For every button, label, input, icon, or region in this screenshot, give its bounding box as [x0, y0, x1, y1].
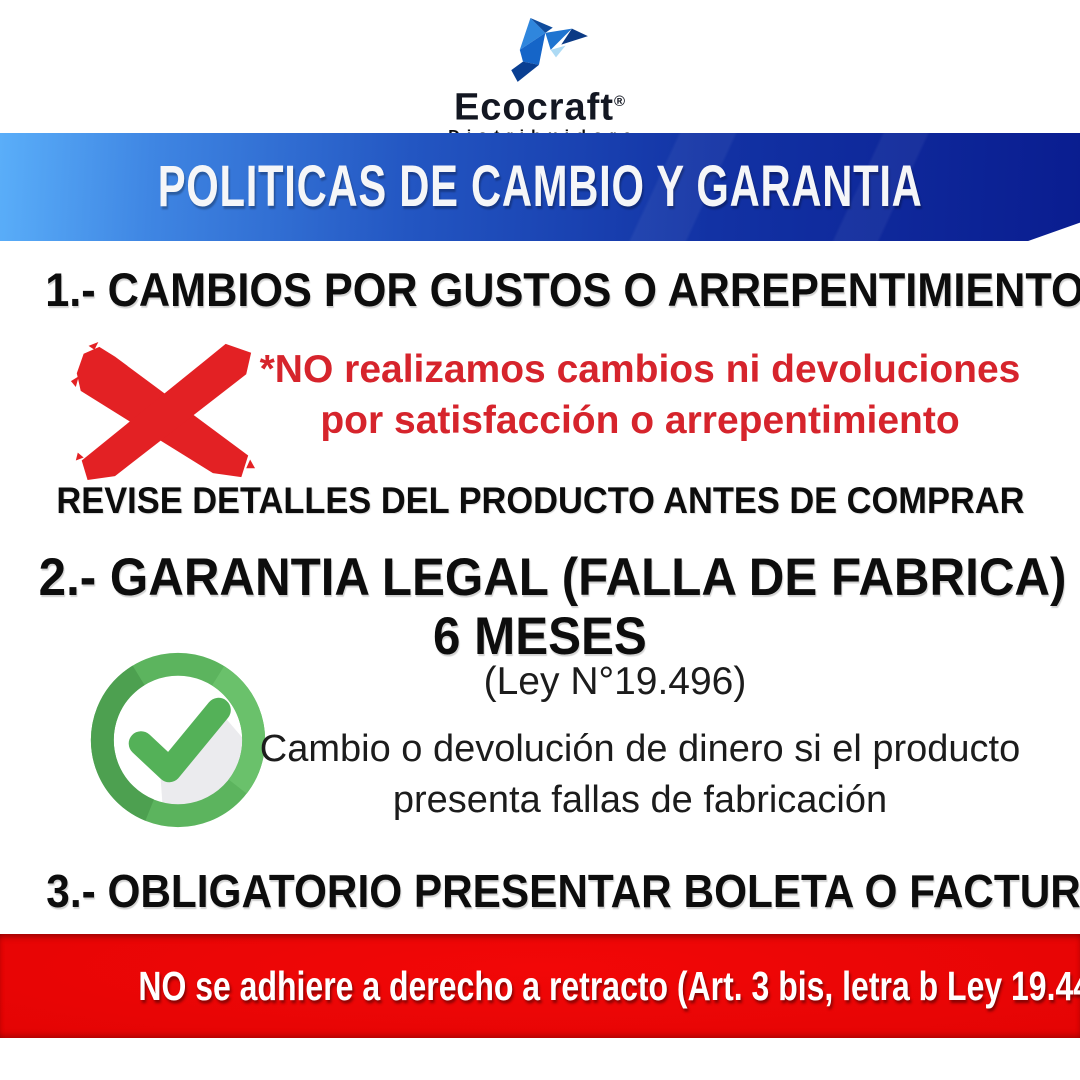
law-reference: (Ley N°19.496)	[483, 660, 747, 703]
no-returns-warning: *NO realizamos cambios ni devoluciones p…	[235, 344, 1045, 446]
section1-heading: 1.- CAMBIOS POR GUSTOS O ARREPENTIMIENTO	[45, 263, 1080, 316]
poster-title: POLITICAS DE CAMBIO Y GARANTIA	[157, 154, 923, 219]
green-check-circle-icon	[90, 652, 266, 828]
warning-line-1: *NO realizamos cambios ni devoluciones	[259, 348, 1021, 391]
red-brush-cross-icon	[70, 341, 256, 481]
warranty-line-1: Cambio o devolución de dinero si el prod…	[259, 728, 1021, 770]
footer-text: NO se adhiere a derecho a retracto (Art.…	[138, 963, 1080, 1009]
brand-name: Ecocraft®	[453, 84, 627, 129]
registered-mark: ®	[614, 93, 627, 110]
section3-heading: 3.- OBLIGATORIO PRESENTAR BOLETA O FACTU…	[46, 865, 1080, 917]
review-note: REVISE DETALLES DEL PRODUCTO ANTES DE CO…	[55, 480, 1025, 521]
title-banner: POLITICAS DE CAMBIO Y GARANTIA	[0, 133, 1080, 241]
section2-heading-line2: 6 MESES	[433, 607, 647, 666]
section2-heading-line1: 2.- GARANTIA LEGAL (FALLA DE FABRICA)	[38, 548, 1067, 607]
warranty-line-2: presenta fallas de fabricación	[392, 779, 888, 821]
origami-bird-icon	[511, 18, 588, 82]
warranty-description: Cambio o devolución de dinero si el prod…	[200, 724, 1080, 826]
brand-logo: Ecocraft® Distribuidora	[0, 18, 1080, 146]
footer-banner: NO se adhiere a derecho a retracto (Art.…	[0, 934, 1080, 1038]
brand-name-text: Ecocraft	[453, 86, 614, 129]
section2-heading: 2.- GARANTIA LEGAL (FALLA DE FABRICA) 6 …	[0, 548, 1080, 666]
warning-line-2: por satisfacción o arrepentimiento	[320, 399, 960, 442]
